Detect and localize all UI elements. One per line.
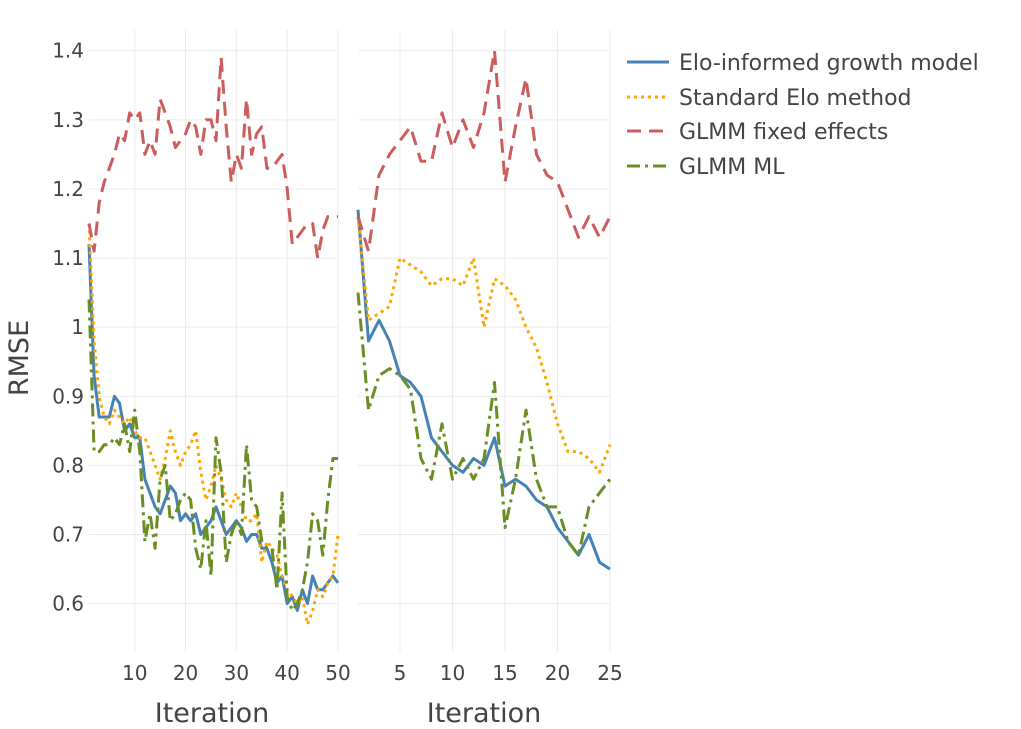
x-tick-label-left: 50 bbox=[325, 661, 350, 685]
x-tick-label-right: 25 bbox=[597, 661, 622, 685]
y-tick-label: 0.7 bbox=[52, 523, 84, 547]
y-tick-label: 0.9 bbox=[52, 384, 84, 408]
legend-label-glmm-fixed: GLMM fixed effects bbox=[679, 120, 888, 145]
y-tick-label: 0.6 bbox=[52, 592, 84, 616]
series-line-glmm-fixed-effects-left bbox=[87, 56, 338, 260]
panel-left: 10 20 30 40 50 Iteration bbox=[87, 30, 351, 729]
y-tick-label: 0.8 bbox=[52, 453, 84, 477]
legend-item-elo-growth[interactable]: Elo-informed growth model bbox=[627, 51, 979, 76]
y-axis-title: RMSE bbox=[4, 320, 35, 396]
y-tick-label: 1.3 bbox=[52, 108, 84, 132]
series-line-glmm-ml-left bbox=[87, 299, 338, 612]
panel-right: 5 10 15 20 25 Iteration bbox=[356, 30, 623, 729]
x-tick-label-left: 10 bbox=[122, 661, 147, 685]
y-tick-label: 1.1 bbox=[52, 246, 84, 270]
y-tick-label: 1.4 bbox=[52, 39, 84, 63]
x-tick-label-left: 30 bbox=[224, 661, 249, 685]
x-tick-label-right: 20 bbox=[545, 661, 570, 685]
x-axis-title-left: Iteration bbox=[155, 698, 270, 729]
series-line-glmm-fixed-effects-right bbox=[356, 49, 612, 253]
legend-item-glmm-ml[interactable]: GLMM ML bbox=[627, 155, 785, 180]
x-tick-label-left: 40 bbox=[274, 661, 299, 685]
legend-label-elo-growth: Elo-informed growth model bbox=[679, 51, 979, 76]
y-tick-label: 1.2 bbox=[52, 177, 84, 201]
legend-label-glmm-ml: GLMM ML bbox=[679, 155, 785, 180]
series-line-standard-elo-method-left bbox=[87, 223, 340, 626]
x-tick-label-right: 10 bbox=[440, 661, 465, 685]
x-tick-label-right: 5 bbox=[394, 661, 407, 685]
x-tick-label-right: 15 bbox=[492, 661, 517, 685]
series-line-standard-elo-method-right bbox=[356, 216, 612, 474]
legend-label-standard-elo: Standard Elo method bbox=[679, 86, 912, 111]
legend-item-glmm-fixed[interactable]: GLMM fixed effects bbox=[627, 120, 888, 145]
x-axis-title-right: Iteration bbox=[427, 698, 542, 729]
series-line-glmm-ml-right bbox=[356, 292, 612, 557]
x-tick-label-left: 20 bbox=[173, 661, 198, 685]
y-tick-label: 1 bbox=[71, 315, 84, 339]
legend[interactable]: Elo-informed growth model Standard Elo m… bbox=[627, 51, 979, 180]
series-line-elo-informed-growth-model-right bbox=[356, 209, 611, 571]
legend-item-standard-elo[interactable]: Standard Elo method bbox=[627, 86, 912, 111]
y-axis-ticks: 0.6 0.7 0.8 0.9 1 1.1 1.2 1.3 1.4 bbox=[52, 39, 84, 616]
